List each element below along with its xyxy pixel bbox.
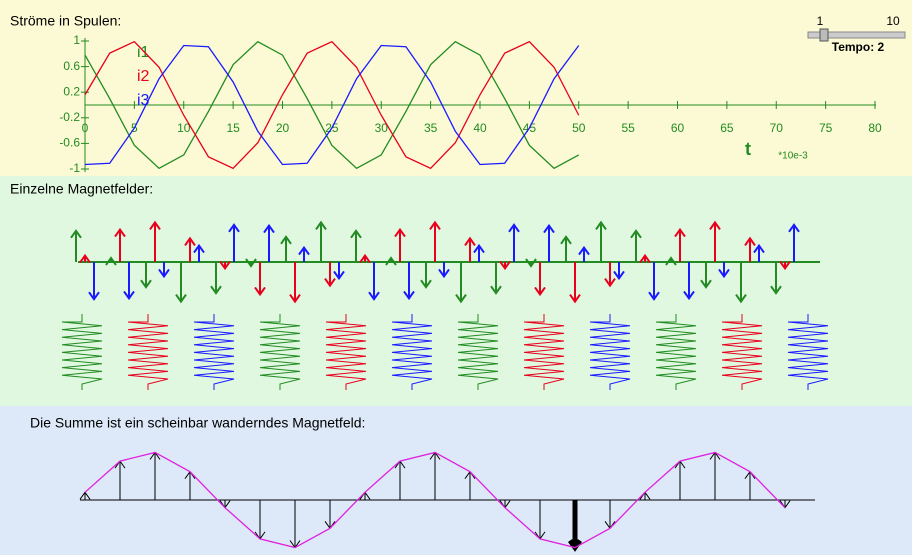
x-tick-label: 65 bbox=[720, 121, 734, 135]
y-tick-label: 0.2 bbox=[63, 84, 80, 98]
x-tick-label: 60 bbox=[671, 121, 685, 135]
x-axis-label: t bbox=[745, 139, 751, 159]
y-tick-label: 0.6 bbox=[63, 59, 80, 73]
slider-min: 1 bbox=[817, 14, 824, 28]
panel-title: Ströme in Spulen: bbox=[10, 13, 121, 29]
x-tick-label: 55 bbox=[621, 121, 635, 135]
slider-thumb[interactable] bbox=[820, 29, 828, 41]
x-tick-label: 35 bbox=[424, 121, 438, 135]
x-tick-label: 75 bbox=[819, 121, 833, 135]
x-tick-label: 50 bbox=[572, 121, 586, 135]
x-tick-label: 80 bbox=[868, 121, 882, 135]
x-axis-unit: *10e-3 bbox=[778, 151, 808, 162]
x-tick-label: 70 bbox=[770, 121, 784, 135]
y-tick-label: -0.6 bbox=[59, 136, 80, 150]
x-tick-label: 20 bbox=[276, 121, 290, 135]
legend-entry: i2 bbox=[137, 68, 150, 85]
slider-label: Tempo: 2 bbox=[832, 40, 885, 54]
currents-panel bbox=[0, 0, 912, 176]
y-tick-label: 1 bbox=[73, 33, 80, 47]
x-tick-label: 15 bbox=[226, 121, 240, 135]
panel-title: Einzelne Magnetfelder: bbox=[10, 181, 153, 197]
panel-title: Die Summe ist ein scheinbar wanderndes M… bbox=[30, 415, 365, 431]
y-tick-label: -0.2 bbox=[59, 110, 80, 124]
x-tick-label: 40 bbox=[473, 121, 487, 135]
legend-entry: i3 bbox=[137, 92, 150, 109]
y-tick-label: -1 bbox=[69, 161, 80, 175]
applet: Ströme in Spulen: Einzelne Magnetfelder:… bbox=[0, 0, 912, 555]
x-tick-label: 0 bbox=[82, 121, 89, 135]
page: Ströme in Spulen: Einzelne Magnetfelder:… bbox=[0, 0, 912, 560]
slider-max: 10 bbox=[886, 14, 900, 28]
